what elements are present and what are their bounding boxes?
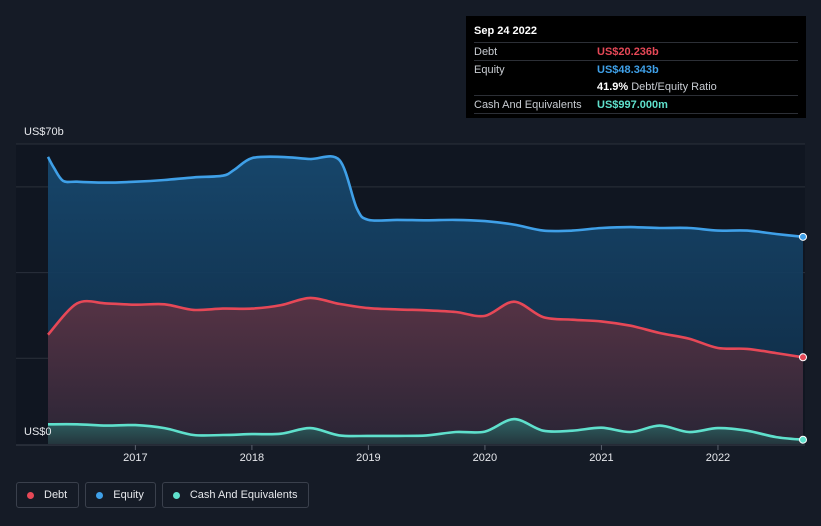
endpoint-equity (799, 232, 807, 241)
area-debt (48, 297, 803, 444)
legend-label-cash: Cash And Equivalents (189, 489, 298, 501)
tooltip-label-debt: Debt (474, 45, 498, 58)
x-tick-label-2022: 2022 (706, 452, 730, 464)
tooltip-label-cash: Cash And Equivalents (474, 98, 582, 111)
x-tick-label-2017: 2017 (123, 452, 147, 464)
legend-dot-debt-icon (27, 491, 34, 499)
x-tick-label-2021: 2021 (589, 452, 613, 464)
chart-legend: Debt Equity Cash And Equivalents (16, 482, 310, 508)
x-axis-ticks: 2017 2018 2019 2020 2021 2022 (123, 445, 730, 464)
area-cash-and-equivalents (48, 419, 803, 444)
tooltip-date: Sep 24 2022 (474, 25, 537, 37)
line-debt (47, 296, 804, 359)
legend-item-cash[interactable]: Cash And Equivalents (161, 482, 310, 508)
series-lines (46, 154, 804, 441)
x-tick-label-2019: 2019 (356, 452, 380, 464)
tooltip-panel: Sep 24 2022 Debt US$20.236b Equity US$48… (466, 16, 806, 118)
tooltip-label-equity: Equity (474, 63, 505, 76)
tooltip-ratio-caption: Debt/Equity Ratio (631, 80, 717, 93)
legend-item-debt[interactable]: Debt (16, 482, 80, 508)
y-axis-bottom-label: US$0 (24, 426, 52, 438)
tooltip-value-cash: US$997.000m (597, 98, 668, 111)
x-tick-label-2020: 2020 (473, 452, 497, 464)
line-cash-and-equivalents (47, 417, 804, 441)
y-axis-top-label: US$70b (24, 126, 64, 138)
tooltip-value-debt: US$20.236b (597, 45, 659, 58)
tooltip-value-equity: US$48.343b (597, 63, 659, 76)
x-tick-label-2018: 2018 (240, 452, 264, 464)
series-endpoints (799, 232, 807, 444)
tooltip-value-ratio: 41.9% (597, 80, 629, 93)
legend-label-equity: Equity (113, 489, 144, 501)
endpoint-cash-and-equivalents (799, 435, 807, 444)
line-equity (46, 154, 804, 239)
tooltip-row-ratio: 41.9% Debt/Equity Ratio (474, 78, 798, 95)
legend-item-equity[interactable]: Equity (85, 482, 156, 508)
tooltip-row-cash: Cash And Equivalents US$997.000m (474, 95, 798, 114)
tooltip-row-debt: Debt US$20.236b (474, 42, 798, 60)
legend-dot-cash-icon (172, 491, 180, 499)
legend-label-debt: Debt (44, 489, 68, 501)
legend-dot-equity-icon (96, 491, 104, 499)
tooltip-row-equity: Equity US$48.343b (474, 60, 798, 78)
endpoint-debt (799, 353, 807, 362)
